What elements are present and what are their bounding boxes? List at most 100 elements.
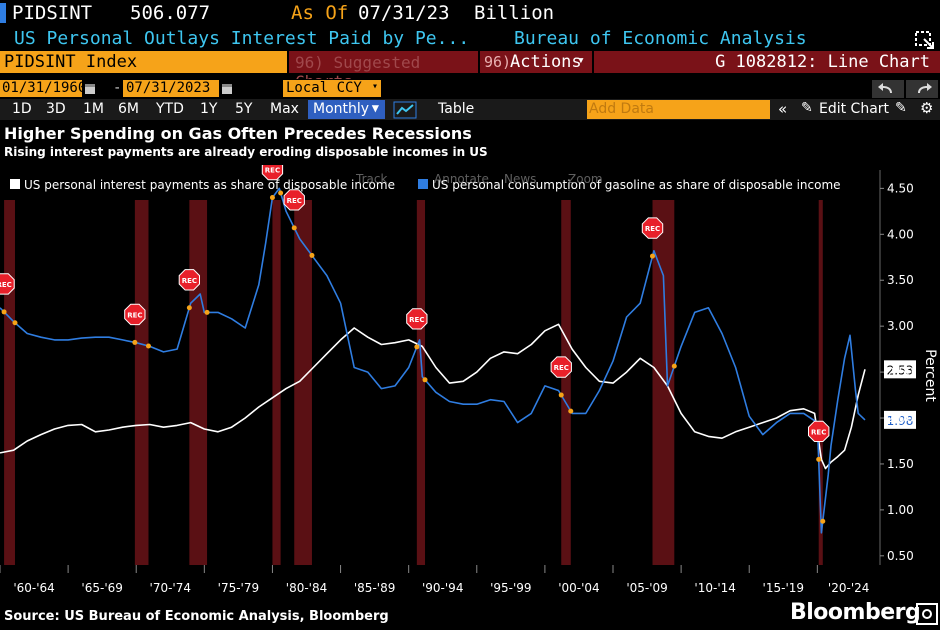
tool-annotate[interactable]: Annotate: [434, 172, 489, 186]
camera-icon[interactable]: [916, 603, 938, 625]
recession-marker[interactable]: REC: [283, 189, 305, 211]
caret-down-icon: ▾: [577, 53, 585, 68]
recession-end-dot: [278, 190, 284, 196]
source-note: Source: US Bureau of Economic Analysis, …: [4, 609, 389, 624]
recession-marker[interactable]: REC: [641, 217, 664, 239]
recession-end-dot: [145, 343, 151, 349]
svg-text:REC: REC: [409, 316, 424, 324]
source-name[interactable]: Bureau of Economic Analysis: [514, 28, 807, 49]
legend-item[interactable]: US personal consumption of gasoline as s…: [418, 178, 841, 192]
period-button-3d[interactable]: 3D: [46, 101, 66, 117]
x-tick-label: '80-'84: [286, 581, 327, 595]
recession-start-dot: [558, 392, 564, 398]
x-tick-label: '05-'09: [626, 581, 667, 595]
y-tick-label: 3.00: [887, 319, 914, 333]
recession-marker[interactable]: REC: [808, 420, 830, 442]
security-description: US Personal Outlays Interest Paid by Pe.…: [14, 28, 470, 49]
collapse-icon[interactable]: «: [778, 100, 788, 118]
calendar-icon[interactable]: [221, 82, 233, 96]
index-field[interactable]: PIDSINT Index: [0, 51, 287, 73]
period-button-1m[interactable]: 1M: [83, 101, 104, 117]
svg-text:US personal interest payments: US personal interest payments as share o…: [24, 178, 395, 192]
recession-marker[interactable]: REC: [124, 303, 146, 326]
recession-band: [561, 200, 571, 565]
x-tick-label: '20-'24: [828, 581, 869, 595]
y-tick-label: 1.00: [887, 503, 914, 517]
edit-chart-button[interactable]: Edit Chart: [819, 101, 890, 117]
svg-text:REC: REC: [182, 277, 197, 285]
svg-text:US personal consumption of gas: US personal consumption of gasoline as s…: [432, 178, 841, 192]
calendar-icon[interactable]: [84, 82, 96, 96]
end-date-input[interactable]: 07/31/2023: [123, 80, 219, 97]
recession-marker[interactable]: REC: [550, 356, 572, 378]
recession-end-dot: [204, 309, 210, 315]
x-tick-label: '85-'89: [354, 581, 395, 595]
line-chart[interactable]: 2.53 1.98 REC REC REC REC REC REC REC REC REC 4.5…: [0, 165, 940, 605]
recession-end-dot: [568, 408, 574, 414]
redo-button[interactable]: [906, 80, 938, 98]
x-axis: '60-'64 '65-'69 '70-'74 '75-'79 '80-'84 '85-'…: [13, 581, 869, 595]
wrench-icon[interactable]: ✎: [801, 100, 813, 116]
x-tick-label: '60-'64: [13, 581, 54, 595]
unit-label: Billion: [474, 2, 555, 24]
svg-text:REC: REC: [127, 311, 142, 319]
period-button-1d[interactable]: 1D: [12, 101, 32, 117]
period-button-ytd[interactable]: YTD: [156, 101, 184, 117]
start-date-input[interactable]: 01/31/1960: [0, 80, 87, 97]
period-button-1y[interactable]: 1Y: [200, 101, 218, 117]
x-tick-label: '75-'79: [218, 581, 259, 595]
period-button-5y[interactable]: 5Y: [235, 101, 253, 117]
period-button-max[interactable]: Max: [270, 101, 299, 117]
tool-zoom[interactable]: Zoom: [568, 172, 603, 186]
y-axis: 4.50 4.00 3.50 3.00 2.50 2.00 1.50 1.00 0.50 Perc…: [880, 181, 938, 563]
table-button[interactable]: Table: [438, 101, 475, 117]
last-value-label: 2.53: [884, 360, 916, 379]
settings-icon[interactable]: ⚙: [920, 99, 934, 117]
description-row: US Personal Outlays Interest Paid by Pe.…: [0, 27, 940, 51]
line-chart-icon[interactable]: [393, 101, 417, 119]
bloomberg-logo: Bloomberg: [790, 600, 921, 625]
recession-start-dot: [269, 195, 275, 201]
caret-down-icon: ▼: [371, 101, 379, 115]
recession-marker[interactable]: REC: [406, 308, 428, 330]
recession-band: [189, 200, 208, 565]
series-lines: 2.53 1.98: [0, 187, 916, 534]
series-line-0: [0, 323, 866, 470]
x-tick-label: '65-'69: [81, 581, 122, 595]
y-tick-label: 3.50: [887, 273, 914, 287]
tool-news[interactable]: News: [504, 172, 536, 186]
recession-start-dot: [414, 344, 420, 350]
tool-track[interactable]: Track: [355, 172, 387, 186]
edit-pencil-icon[interactable]: ✎: [895, 100, 907, 116]
x-tick-label: '70-'74: [150, 581, 191, 595]
last-value: 506.077: [130, 2, 211, 24]
currency-select[interactable]: Local CCY ▾: [283, 80, 381, 97]
actions-button[interactable]: 96) Actions ▾: [480, 51, 592, 73]
svg-text:REC: REC: [0, 281, 12, 289]
frequency-select[interactable]: Monthly ▼: [308, 100, 385, 119]
asof-date: 07/31/23: [358, 2, 450, 24]
redo-icon: [918, 83, 932, 93]
legend-item[interactable]: US personal interest payments as share o…: [10, 178, 395, 192]
suggested-charts-button[interactable]: 96) Suggested Charts: [289, 51, 478, 91]
recession-marker[interactable]: REC: [178, 269, 200, 291]
svg-text:REC: REC: [645, 225, 660, 233]
last-value-label: 1.98: [884, 410, 916, 429]
series-line-1: [0, 187, 866, 534]
caret-down-icon: ▾: [371, 81, 378, 92]
recession-marker[interactable]: REC: [261, 165, 284, 181]
recession-start-dot: [186, 305, 192, 311]
x-tick-label: '90-'94: [422, 581, 463, 595]
x-tick-label: '00-'04: [558, 581, 599, 595]
date-range-row: 01/31/1960 - 07/31/2023 Local CCY ▾: [0, 79, 940, 99]
chart-id-field: G 1082812: Line Chart: [594, 51, 940, 73]
popout-icon[interactable]: [914, 29, 936, 49]
recession-marker[interactable]: REC: [0, 273, 15, 295]
x-tick-label: '95-'99: [490, 581, 531, 595]
recession-band: [294, 200, 312, 565]
command-row: PIDSINT Index 96) Suggested Charts 96) A…: [0, 51, 940, 91]
undo-button[interactable]: [872, 80, 904, 98]
period-button-6m[interactable]: 6M: [118, 101, 139, 117]
recession-end-dot: [12, 320, 18, 326]
add-data-input[interactable]: Add Data: [587, 100, 770, 119]
